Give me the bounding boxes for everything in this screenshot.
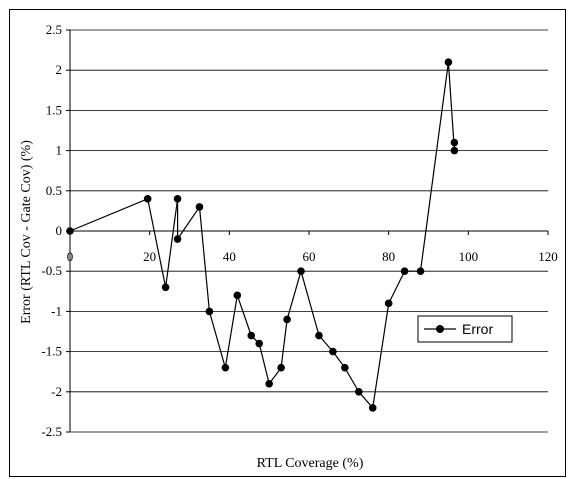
x-tick-label: 60 <box>303 249 316 264</box>
data-point <box>450 146 459 155</box>
series-group <box>66 58 459 412</box>
data-point <box>66 227 74 235</box>
data-point <box>329 347 337 356</box>
data-point <box>277 363 285 372</box>
data-point <box>400 267 409 276</box>
data-point <box>416 267 425 276</box>
x-tick-label: 40 <box>223 249 236 264</box>
data-point <box>354 388 363 396</box>
y-tick-label: 0 <box>56 223 63 238</box>
data-point <box>233 291 242 300</box>
data-point <box>283 315 291 324</box>
y-tick-label: 1 <box>56 143 63 158</box>
data-point <box>297 267 305 276</box>
y-tick-label: -1.5 <box>41 344 62 359</box>
data-point <box>255 339 264 348</box>
y-tick-label: 2 <box>56 62 63 77</box>
legend-marker <box>436 325 444 333</box>
y-tick-label: -2.5 <box>41 424 62 439</box>
data-point <box>173 235 182 243</box>
axes <box>66 29 549 433</box>
x-axis-label: RTL Coverage (%) <box>257 456 364 471</box>
legend: Error <box>417 315 513 343</box>
y-tick-label: -2 <box>51 384 62 399</box>
data-point <box>384 299 393 308</box>
data-point <box>368 404 377 412</box>
x-tick-label: 120 <box>538 249 558 264</box>
y-tick-label: 2.5 <box>46 22 62 37</box>
x-tick-label: 20 <box>143 249 156 264</box>
legend-box <box>417 315 513 343</box>
y-tick-label: -0.5 <box>41 263 62 278</box>
x-tick-label: 0 <box>67 249 74 264</box>
x-tick-label: 80 <box>382 249 395 264</box>
data-point <box>173 195 182 203</box>
y-axis-label: Error (RTL Cov - Gate Cov) (%) <box>19 140 34 324</box>
data-point <box>205 307 214 316</box>
y-tick-label: 0.5 <box>46 183 62 198</box>
data-point <box>143 195 152 203</box>
y-tick-label: 1.5 <box>46 102 62 117</box>
data-point <box>265 379 273 388</box>
data-point <box>161 283 170 292</box>
chart-frame <box>9 9 566 477</box>
data-point <box>450 138 459 147</box>
data-point <box>444 58 453 66</box>
data-point <box>195 203 204 211</box>
data-point <box>247 331 256 340</box>
data-point <box>315 331 323 340</box>
y-tick-label: -1 <box>51 303 62 318</box>
legend-label: Error <box>462 321 493 337</box>
x-tick-label: 100 <box>459 249 479 264</box>
data-point <box>341 363 349 372</box>
series-line-error <box>69 62 455 410</box>
x-tick-labels: 0 20 40 60 80 100 120 <box>67 249 558 264</box>
data-point <box>221 363 230 372</box>
y-tick-labels: 2.5 2 1.5 1 0.5 0 -0.5 -1 -1.5 -2 -2.5 <box>41 22 62 439</box>
